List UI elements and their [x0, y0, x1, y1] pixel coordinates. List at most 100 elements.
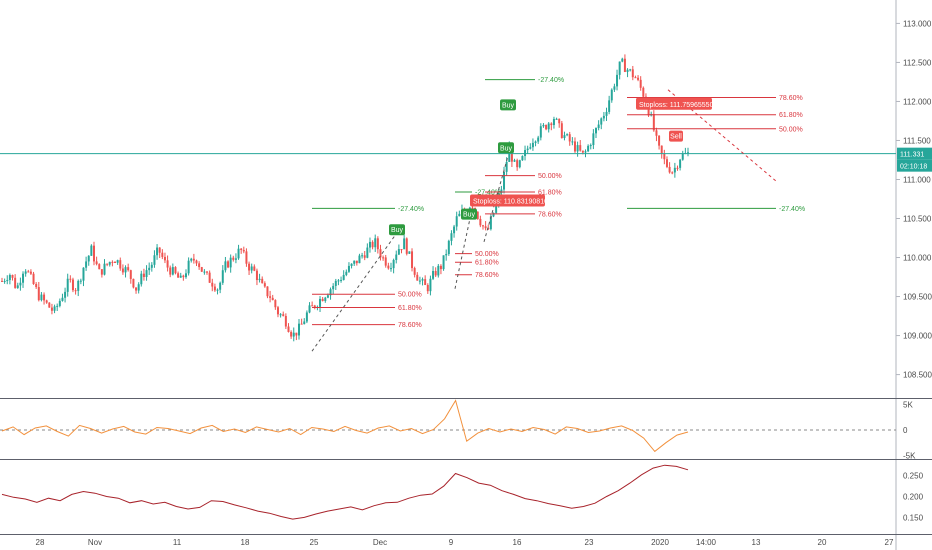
candle — [340, 279, 343, 281]
candle — [332, 285, 335, 290]
countdown-tag — [897, 159, 932, 172]
candle — [687, 152, 689, 154]
candle — [3, 280, 6, 282]
candle — [495, 202, 498, 213]
candle — [45, 300, 48, 303]
candle — [56, 305, 59, 307]
candle — [563, 135, 566, 139]
current-price-tag — [897, 147, 932, 160]
candle — [269, 296, 272, 298]
candle — [455, 216, 458, 227]
candle — [255, 270, 258, 281]
candle — [621, 58, 624, 62]
time-tick-label: 14:00 — [696, 538, 717, 547]
candle — [505, 161, 508, 172]
candle — [579, 145, 582, 151]
candle — [258, 278, 261, 281]
candle — [439, 265, 442, 270]
candle — [660, 145, 663, 154]
candle — [182, 275, 185, 278]
candle — [213, 286, 216, 291]
countdown-label: 02:10:18 — [900, 164, 927, 171]
fib-level-label: 50.00% — [538, 173, 562, 180]
candle — [35, 284, 38, 288]
candle — [326, 295, 329, 298]
candle — [442, 255, 445, 270]
fib-level-label: 61.80% — [538, 189, 562, 196]
candle — [552, 118, 555, 126]
candle — [424, 279, 427, 285]
candle — [555, 118, 558, 120]
candle — [245, 251, 248, 264]
candle — [411, 251, 414, 269]
fib-level-label: 50.00% — [779, 126, 803, 133]
candle — [368, 241, 371, 248]
buy-signal-tag[interactable] — [389, 224, 405, 236]
candle — [429, 278, 432, 292]
candle — [261, 278, 264, 284]
candle — [387, 265, 390, 269]
candle — [22, 273, 25, 283]
candle — [484, 226, 487, 229]
candle — [232, 257, 235, 260]
candle — [481, 225, 484, 227]
candle — [458, 213, 461, 217]
sell-signal-tag[interactable] — [669, 130, 683, 142]
candle — [568, 134, 571, 142]
candle — [416, 274, 419, 281]
candle — [313, 305, 316, 308]
buy-signal-tag[interactable] — [461, 208, 477, 220]
candle — [95, 261, 98, 265]
candle — [282, 314, 285, 316]
time-tick-label: 28 — [36, 538, 45, 547]
candle — [37, 287, 40, 301]
osc2-tick-label: 0.250 — [903, 472, 924, 481]
candle — [103, 263, 106, 275]
candle — [87, 255, 90, 262]
candle — [179, 275, 182, 278]
candle — [61, 297, 64, 301]
candle — [663, 153, 666, 160]
candle — [600, 118, 603, 125]
fib-level-label: 78.60% — [779, 95, 803, 102]
candle — [121, 268, 124, 273]
candle — [658, 135, 661, 146]
candle — [389, 268, 392, 270]
candle — [140, 273, 143, 285]
time-tick-label: Nov — [88, 538, 102, 547]
candle — [303, 321, 306, 325]
candle — [308, 305, 311, 313]
candle — [184, 273, 187, 278]
candle — [489, 216, 492, 230]
candle — [592, 133, 595, 146]
candle — [8, 275, 11, 281]
candle — [426, 284, 429, 292]
candle — [453, 226, 456, 234]
candle — [518, 160, 521, 168]
candle — [508, 146, 511, 162]
candle — [274, 300, 277, 308]
candle — [77, 280, 80, 291]
candle — [345, 271, 348, 275]
candle — [334, 280, 337, 286]
candle — [224, 261, 227, 271]
candle — [145, 270, 148, 278]
buy-signal-label: Buy — [463, 212, 476, 219]
candle — [479, 218, 482, 226]
candle — [1, 280, 3, 282]
buy-signal-tag[interactable] — [498, 142, 514, 154]
price-tick-label: 112.000 — [903, 97, 932, 106]
candle — [629, 69, 632, 71]
candle — [216, 289, 219, 291]
buy-signal-label: Buy — [502, 102, 515, 109]
candle — [284, 315, 287, 327]
buy-signal-tag[interactable] — [500, 99, 516, 111]
stoploss-label: Stoploss: 111.7596555089 — [639, 102, 721, 109]
candle — [266, 286, 269, 297]
candle — [271, 297, 274, 301]
candle — [637, 77, 640, 80]
candle — [476, 211, 479, 219]
candle — [432, 271, 435, 279]
